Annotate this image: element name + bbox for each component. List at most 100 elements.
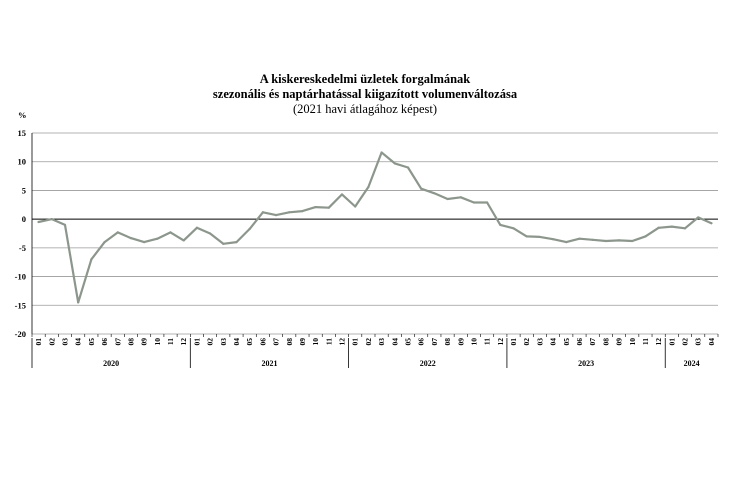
x-month-label: 12 — [338, 338, 347, 346]
data-point — [459, 196, 462, 199]
data-point — [90, 258, 93, 261]
x-month-label: 10 — [628, 338, 637, 346]
data-point — [538, 235, 542, 239]
y-tick-label: 0 — [22, 214, 26, 224]
x-month-label: 02 — [522, 338, 531, 346]
series-line — [37, 151, 713, 304]
data-point — [367, 185, 370, 189]
x-month-label: 09 — [615, 338, 624, 346]
x-month-label: 05 — [562, 338, 571, 346]
x-year-label: 2021 — [261, 359, 277, 368]
x-month-label: 10 — [311, 338, 320, 346]
x-month-label: 04 — [390, 338, 399, 346]
data-point — [182, 239, 185, 242]
x-month-label: 02 — [47, 338, 56, 346]
x-month-label: 08 — [601, 338, 610, 346]
data-point — [644, 235, 647, 238]
x-month-label: 04 — [74, 338, 83, 346]
x-month-label: 07 — [113, 338, 122, 346]
data-point — [631, 239, 634, 243]
x-year-label: 2024 — [684, 359, 700, 368]
data-point — [314, 205, 317, 209]
data-point — [340, 193, 344, 196]
data-point — [499, 223, 502, 226]
x-month-label: 01 — [192, 338, 201, 346]
data-point — [50, 218, 53, 221]
data-point — [604, 239, 607, 243]
x-month-label: 05 — [245, 338, 254, 346]
y-tick-label: 15 — [18, 128, 27, 138]
y-tick-label: -20 — [15, 329, 26, 339]
data-point — [551, 238, 555, 241]
x-month-label: 01 — [34, 338, 43, 346]
series-layer — [37, 151, 713, 304]
data-point — [420, 187, 423, 190]
x-month-label: 05 — [87, 338, 96, 346]
x-month-label: 09 — [298, 338, 307, 346]
x-month-label: 10 — [153, 338, 162, 346]
data-point — [248, 227, 251, 231]
data-point — [565, 241, 568, 244]
y-tick-label: 5 — [22, 185, 26, 195]
x-month-label: 08 — [285, 338, 294, 346]
x-month-label: 07 — [272, 338, 281, 346]
x-month-label: 12 — [654, 338, 663, 346]
data-point — [169, 231, 172, 234]
data-point — [433, 192, 436, 195]
chart-subtitle: (2021 havi átlagához képest) — [292, 102, 438, 116]
x-month-label: 03 — [694, 338, 703, 346]
data-point — [670, 225, 673, 228]
x-month-label: 11 — [641, 338, 650, 345]
data-point — [578, 237, 581, 240]
data-point — [261, 211, 264, 214]
y-tick-label: -10 — [15, 272, 26, 282]
data-point — [301, 210, 304, 213]
x-year-label: 2020 — [103, 359, 119, 368]
data-point — [129, 236, 133, 240]
x-month-label: 02 — [206, 338, 215, 346]
data-point — [486, 201, 489, 204]
y-tick-label: 10 — [18, 157, 27, 167]
data-point — [617, 239, 621, 242]
data-point — [393, 162, 396, 165]
data-point — [222, 242, 225, 245]
x-month-label: 02 — [681, 338, 690, 346]
data-point — [354, 205, 357, 208]
y-axis-unit-label: % — [18, 110, 27, 120]
x-year-label: 2023 — [578, 359, 594, 368]
data-point — [472, 201, 476, 204]
data-point — [683, 227, 687, 230]
x-month-label: 12 — [496, 338, 505, 346]
axis-layer: 15 10 5 0 -5 -10 -15 -20 01 02 03 04 05 06 07 08 09 10 11 1… — [15, 128, 719, 368]
data-point — [63, 223, 67, 226]
data-point — [116, 231, 119, 234]
x-month-label: 02 — [364, 338, 373, 346]
x-month-label: 05 — [403, 338, 412, 346]
chart-title-line2: szezonális és naptárhatással kiigazított… — [212, 87, 518, 101]
x-month-label: 09 — [456, 338, 465, 346]
y-tick-label: -15 — [15, 300, 26, 310]
y-tick-label: -5 — [19, 243, 26, 253]
x-month-label: 04 — [232, 338, 241, 346]
x-month-label: 11 — [166, 338, 175, 345]
data-point — [446, 197, 449, 201]
data-point — [143, 241, 146, 244]
data-point — [525, 235, 528, 238]
x-month-label: 06 — [100, 338, 109, 346]
x-month-label: 01 — [667, 338, 676, 346]
data-point — [380, 151, 383, 154]
x-month-label: 12 — [179, 338, 188, 346]
data-point — [195, 226, 199, 229]
data-point — [512, 227, 515, 230]
x-month-label: 08 — [443, 338, 452, 346]
x-month-label: 03 — [60, 338, 69, 346]
x-month-label: 07 — [430, 338, 439, 346]
chart-title: A kiskereskedelmi üzletek forgalmának — [259, 72, 471, 86]
x-month-label: 01 — [509, 338, 518, 346]
x-month-label: 06 — [575, 338, 584, 346]
data-point — [208, 232, 212, 235]
data-point — [710, 222, 713, 225]
x-month-label: 09 — [140, 338, 149, 346]
data-point — [37, 220, 40, 224]
data-point — [591, 238, 594, 241]
